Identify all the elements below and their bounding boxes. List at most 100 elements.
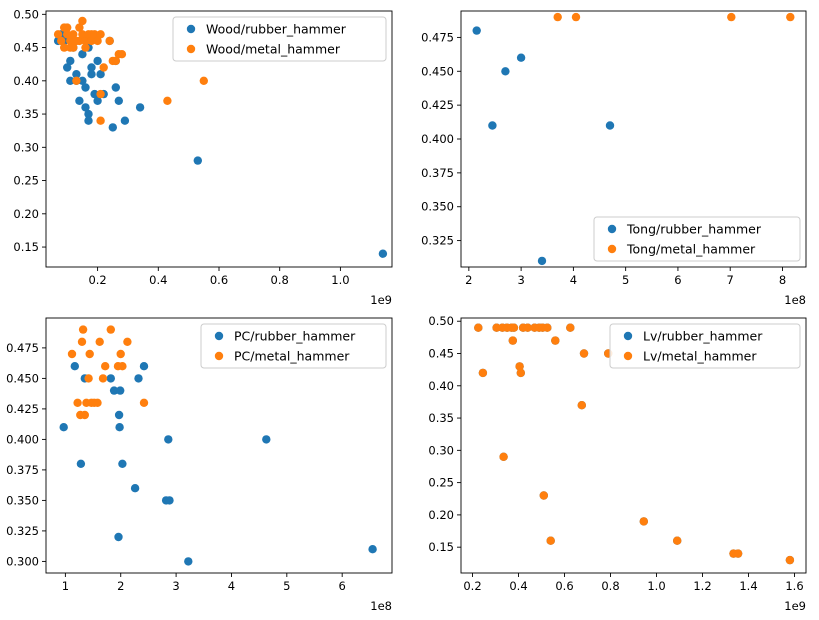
data-point	[111, 56, 121, 66]
data-point	[67, 349, 77, 359]
legend: Lv/rubber_hammer Lv/metal_hammer	[609, 323, 801, 369]
x-tick-label: 1.6	[785, 579, 803, 593]
data-point	[368, 545, 377, 554]
data-point	[62, 63, 72, 72]
y-tick-label: 0.30	[428, 443, 454, 457]
x-tick-label: 5	[283, 579, 290, 593]
data-point	[93, 36, 102, 46]
data-point	[87, 70, 96, 79]
y-tick-label: 0.25	[13, 174, 39, 188]
series-metal	[553, 12, 795, 22]
data-point	[90, 30, 99, 39]
y-tick-label: 0.20	[13, 207, 39, 221]
x-tick-label: 0.8	[601, 579, 619, 593]
y-tick-label: 0.425	[6, 402, 39, 416]
data-point	[78, 30, 87, 39]
data-point	[785, 555, 795, 565]
data-point	[77, 337, 87, 346]
series-rubber	[472, 26, 615, 266]
data-point	[114, 96, 124, 106]
data-point	[106, 374, 116, 383]
data-point	[114, 532, 123, 542]
legend-marker	[214, 331, 224, 341]
y-tick-label: 0.375	[6, 463, 39, 477]
data-point	[492, 323, 501, 332]
data-point	[639, 517, 648, 526]
data-point	[75, 36, 84, 46]
legend-entry: Tong/metal_hammer	[626, 242, 756, 257]
data-point	[139, 398, 149, 407]
legend-entry: Wood/metal_hammer	[206, 42, 341, 57]
data-point	[472, 26, 481, 35]
subplot-1: 0.2 0.4 0.6 0.8 1.0 0.15 0.20 0.25 0.30 0.35 0.40 0…	[13, 7, 393, 307]
x-tick-label: 0.8	[271, 273, 289, 287]
legend-box	[200, 323, 387, 369]
legend-box	[593, 216, 801, 262]
y-tick-label: 0.40	[13, 74, 39, 88]
data-point	[523, 323, 532, 332]
data-point	[501, 67, 510, 76]
data-point	[109, 386, 119, 395]
data-point	[488, 121, 497, 130]
data-point	[106, 325, 116, 334]
x-tick-label: 1	[62, 579, 69, 593]
data-point	[516, 53, 526, 62]
x-tick-label: 0.2	[88, 273, 106, 287]
y-tick-label: 0.350	[421, 200, 454, 214]
data-point	[59, 423, 68, 432]
series-metal	[67, 325, 149, 420]
data-point	[184, 557, 193, 566]
x-tick-label: 4	[570, 273, 577, 287]
y-tick-label: 0.50	[13, 7, 39, 21]
data-point	[163, 96, 172, 106]
y-tick-label: 0.20	[428, 508, 454, 522]
data-point	[80, 410, 90, 420]
y-tick-label: 0.450	[421, 64, 454, 78]
legend: Tong/rubber_hammer Tong/metal_hammer	[593, 216, 801, 262]
legend-entry: Lv/rubber_hammer	[643, 329, 763, 344]
data-point	[553, 12, 562, 22]
x-tick-label: 1.2	[693, 579, 711, 593]
x-tick-label: 4	[228, 579, 235, 593]
data-point	[78, 16, 87, 26]
data-point	[566, 323, 575, 332]
x-tick-label: 0.4	[509, 579, 527, 593]
data-point	[81, 83, 90, 92]
data-point	[76, 459, 86, 468]
y-tick-label: 0.325	[6, 524, 39, 538]
data-point	[673, 536, 682, 545]
data-point	[62, 23, 72, 32]
data-point	[59, 43, 69, 52]
legend-entry: Tong/rubber_hammer	[626, 222, 762, 237]
data-point	[62, 30, 72, 39]
x-tick-label: 2	[117, 579, 124, 593]
x-offset-label: 1e9	[370, 293, 392, 307]
data-point	[537, 256, 547, 266]
x-tick-label: 1.4	[739, 579, 757, 593]
x-offset-label: 1e8	[370, 599, 392, 613]
data-point	[118, 362, 127, 371]
data-point	[87, 63, 96, 72]
data-point	[543, 323, 552, 332]
legend-box	[609, 323, 801, 369]
data-point	[478, 368, 488, 378]
data-point	[111, 83, 121, 92]
y-tick-label: 0.15	[13, 240, 39, 254]
data-point	[786, 12, 795, 22]
data-point	[571, 12, 581, 22]
series-metal	[474, 323, 795, 565]
legend-entry: Wood/rubber_hammer	[206, 22, 347, 37]
y-tick-label: 0.450	[6, 371, 39, 385]
data-point	[90, 89, 99, 99]
y-tick-label: 0.45	[13, 41, 39, 55]
data-point	[108, 123, 118, 132]
x-tick-label: 0.4	[149, 273, 167, 287]
data-point	[546, 536, 555, 545]
data-point	[93, 398, 102, 407]
data-point	[499, 452, 508, 461]
data-point	[378, 249, 388, 258]
data-point	[70, 362, 80, 371]
data-point	[130, 484, 140, 493]
y-tick-label: 0.350	[6, 493, 39, 507]
data-point	[123, 337, 132, 346]
